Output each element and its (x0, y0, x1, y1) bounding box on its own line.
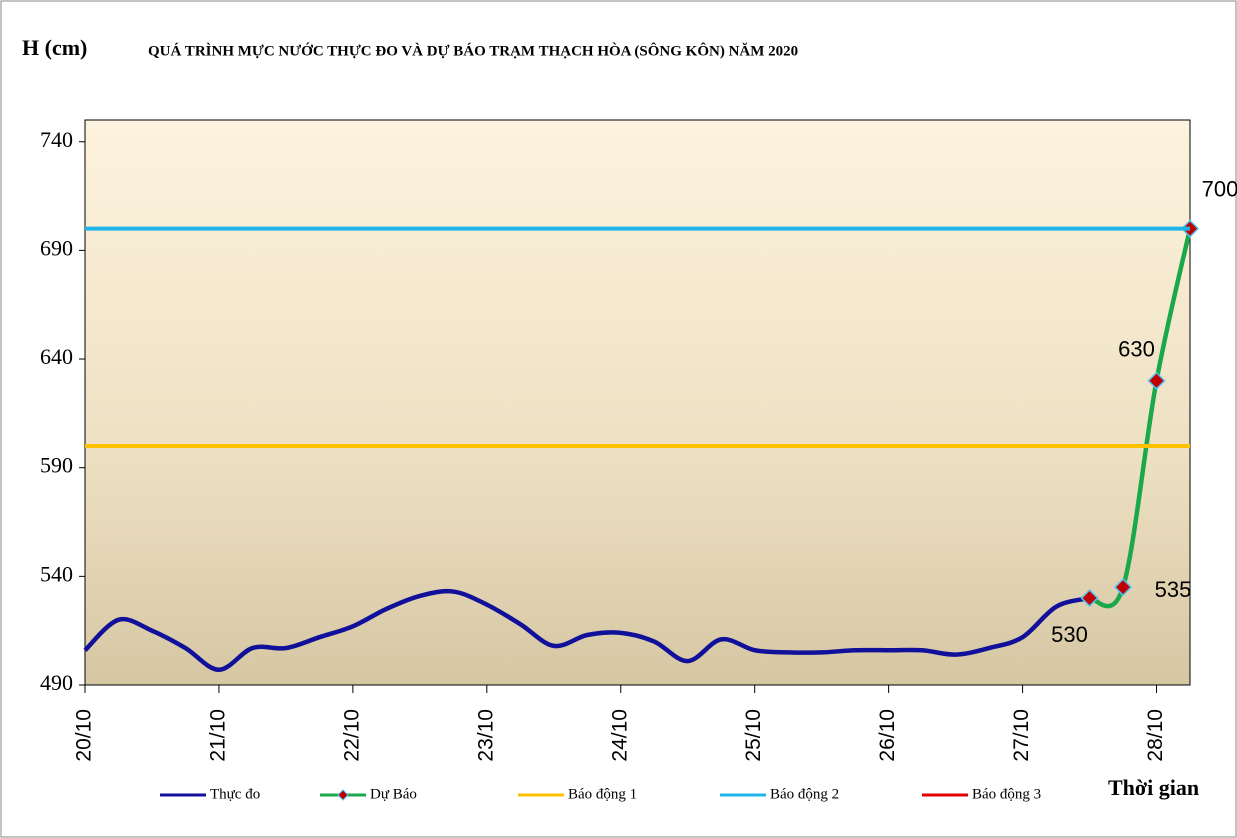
data-label: 535 (1155, 577, 1192, 602)
x-tick-label: 26/10 (876, 709, 899, 762)
marker (1113, 578, 1133, 597)
x-axis-label: Thời gian (1108, 775, 1199, 800)
legend-label: Báo động 1 (568, 786, 637, 802)
legend-label: Báo động 2 (770, 786, 839, 802)
legend-label: Thực đo (210, 786, 260, 802)
chart-title: QUÁ TRÌNH MỰC NƯỚC THỰC ĐO VÀ DỰ BÁO TRẠ… (148, 42, 798, 59)
data-label: 530 (1051, 622, 1088, 647)
y-tick-label: 490 (40, 670, 73, 695)
x-tick-label: 20/10 (73, 709, 96, 762)
x-tick-label: 22/10 (340, 709, 363, 762)
x-tick-label: 25/10 (742, 709, 765, 762)
series-line (1088, 228, 1193, 609)
data-label: 700 (1202, 176, 1237, 201)
x-tick-label: 24/10 (608, 709, 631, 762)
y-tick-label: 590 (40, 453, 73, 478)
y-tick-label: 740 (40, 127, 73, 152)
y-tick-label: 690 (40, 235, 73, 260)
x-tick-label: 27/10 (1010, 709, 1033, 762)
x-tick-label: 28/10 (1144, 709, 1167, 762)
data-label: 630 (1118, 337, 1155, 362)
y-tick-label: 640 (40, 344, 73, 369)
marker (1080, 589, 1099, 608)
plot-area (84, 119, 1191, 686)
y-axis-label: H (cm) (22, 35, 87, 60)
x-tick-label: 21/10 (206, 709, 229, 762)
legend-label: Dự Báo (370, 786, 417, 802)
x-tick-label: 23/10 (474, 709, 497, 762)
y-tick-label: 540 (40, 561, 73, 586)
legend-label: Báo động 3 (972, 786, 1041, 802)
series-line (83, 588, 1091, 673)
marker (1147, 371, 1166, 390)
legend-marker (337, 789, 349, 801)
